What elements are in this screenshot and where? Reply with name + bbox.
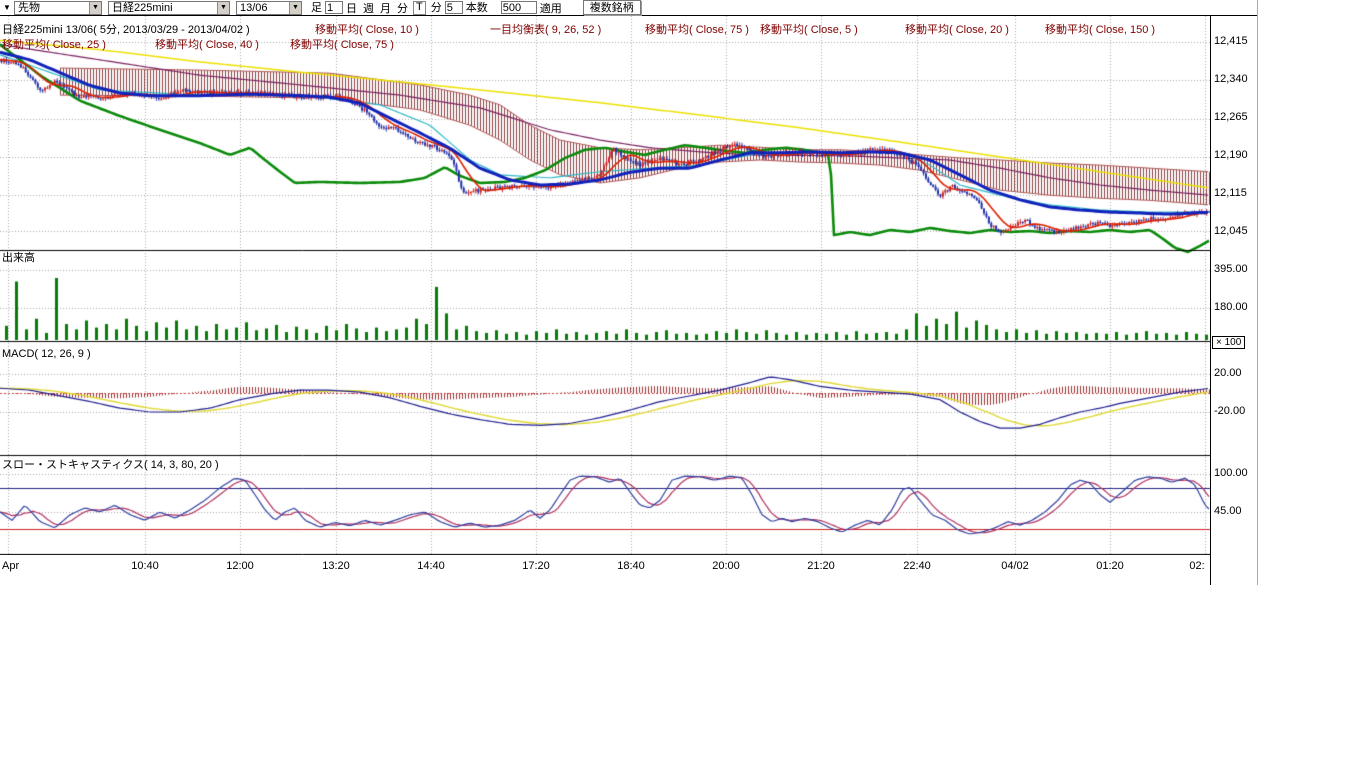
price-tick-label: 12,340: [1214, 73, 1248, 85]
minute-unit-label: 分: [431, 1, 442, 15]
chart-title: 日経225mini 13/06( 5分, 2013/03/29 - 2013/0…: [2, 21, 250, 37]
time-tick-label: 02:: [1177, 560, 1217, 572]
indicator-label-ma150: 移動平均( Close, 150 ): [1045, 21, 1155, 37]
time-tick-label: 22:40: [887, 560, 947, 572]
stoch-panel-label: スロー・ストキャスティクス( 14, 3, 80, 20 ): [2, 456, 219, 472]
time-tick-label: 20:00: [696, 560, 756, 572]
period-input[interactable]: [325, 1, 343, 14]
indicator-label-ma20: 移動平均( Close, 20 ): [905, 21, 1009, 37]
time-tick-label: 10:40: [115, 560, 175, 572]
volume-panel-label: 出来高: [2, 249, 35, 265]
time-tick-label: 12:00: [210, 560, 270, 572]
price-tick-label: 12,115: [1214, 187, 1247, 199]
period-week-button[interactable]: 週: [360, 0, 377, 16]
period-day-button[interactable]: 日: [343, 0, 360, 16]
indicator-label-ma25: 移動平均( Close, 25 ): [2, 36, 106, 52]
chevron-down-icon: ▼: [89, 2, 101, 14]
time-tick-label: 01:20: [1080, 560, 1140, 572]
instrument-type-select[interactable]: 先物 ▼: [14, 1, 102, 15]
macd-tick-label: -20.00: [1214, 405, 1245, 417]
indicator-label-ma40: 移動平均( Close, 40 ): [155, 36, 259, 52]
stoch-tick-label: 100.00: [1214, 467, 1248, 479]
bar-type-label: 足: [311, 1, 322, 15]
macd-tick-label: 20.00: [1214, 367, 1242, 379]
period-month-button[interactable]: 月: [377, 0, 394, 16]
chevron-down-icon: ▼: [289, 2, 301, 14]
chart-application: ▼ 先物 ▼ 日経225mini ▼ 13/06 ▼ 足 日 週 月 分 T 分…: [0, 0, 1258, 585]
multi-symbol-button[interactable]: 複数銘柄: [583, 0, 641, 15]
bar-count-input[interactable]: [501, 1, 537, 14]
chart-canvas[interactable]: [0, 16, 1210, 555]
period-minute-button[interactable]: 分: [394, 0, 411, 16]
volume-multiplier-badge: × 100: [1212, 336, 1245, 349]
value-axis: 12,415 12,340 12,265 12,190 12,115 12,04…: [1210, 16, 1258, 585]
volume-tick-label: 180.00: [1214, 301, 1248, 313]
indicator-label-ma75a: 移動平均( Close, 75 ): [645, 21, 749, 37]
symbol-select[interactable]: 日経225mini ▼: [108, 1, 230, 15]
instrument-type-value: 先物: [18, 1, 40, 15]
stoch-tick-label: 45.00: [1214, 505, 1242, 517]
indicator-label-ma75b: 移動平均( Close, 75 ): [290, 36, 394, 52]
price-tick-label: 12,415: [1214, 35, 1248, 47]
time-tick-label: Apr: [2, 560, 36, 572]
indicator-label-ichimoku: 一目均衡表( 9, 26, 52 ): [490, 21, 601, 37]
toolbar: ▼ 先物 ▼ 日経225mini ▼ 13/06 ▼ 足 日 週 月 分 T 分…: [0, 0, 1258, 16]
chevron-down-icon: ▼: [217, 2, 229, 14]
bar-count-label: 本数: [466, 1, 488, 15]
time-tick-label: 21:20: [791, 560, 851, 572]
time-tick-label: 14:40: [401, 560, 461, 572]
price-tick-label: 12,045: [1214, 225, 1248, 237]
contract-month-select[interactable]: 13/06 ▼: [236, 1, 302, 15]
minute-input[interactable]: [445, 1, 463, 14]
time-axis: Apr 10:40 12:00 13:20 14:40 17:20 18:40 …: [0, 560, 1215, 578]
time-tick-label: 13:20: [306, 560, 366, 572]
time-tick-label: 04/02: [985, 560, 1045, 572]
price-tick-label: 12,265: [1214, 111, 1248, 123]
volume-tick-label: 395.00: [1214, 263, 1248, 275]
indicator-label-ma10: 移動平均( Close, 10 ): [315, 21, 419, 37]
time-tick-label: 17:20: [506, 560, 566, 572]
price-tick-label: 12,190: [1214, 149, 1248, 161]
contract-month-value: 13/06: [240, 1, 268, 15]
time-tick-label: 18:40: [601, 560, 661, 572]
window-menu-icon[interactable]: ▼: [0, 1, 14, 15]
indicator-label-ma5: 移動平均( Close, 5 ): [760, 21, 858, 37]
macd-panel-label: MACD( 12, 26, 9 ): [2, 348, 91, 360]
tick-button[interactable]: T: [413, 1, 426, 15]
apply-button[interactable]: 適用: [537, 0, 565, 16]
symbol-value: 日経225mini: [112, 1, 173, 15]
